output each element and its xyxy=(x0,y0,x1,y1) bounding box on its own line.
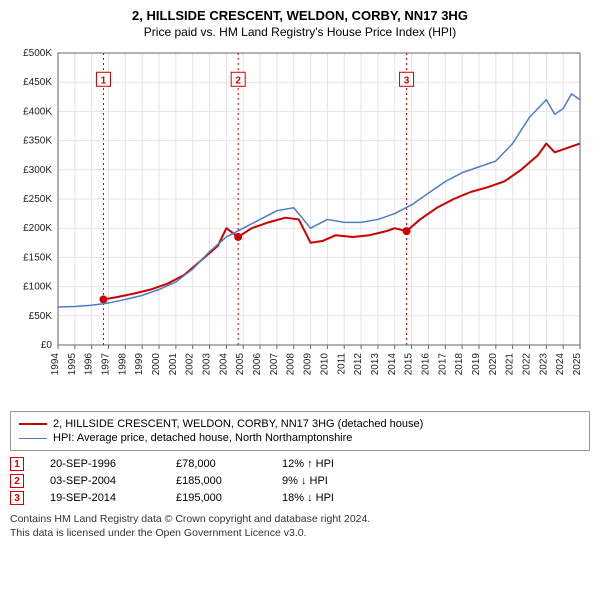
events-table: 1 20-SEP-1996 £78,000 12% ↑ HPI 2 03-SEP… xyxy=(10,457,590,505)
svg-text:£400K: £400K xyxy=(23,106,52,117)
svg-text:2014: 2014 xyxy=(387,353,398,376)
svg-text:1: 1 xyxy=(101,75,107,86)
svg-text:£100K: £100K xyxy=(23,282,52,293)
svg-text:2001: 2001 xyxy=(168,353,179,376)
event-delta: 9% ↓ HPI xyxy=(282,475,382,487)
legend-label: HPI: Average price, detached house, Nort… xyxy=(53,432,352,444)
legend-item: 2, HILLSIDE CRESCENT, WELDON, CORBY, NN1… xyxy=(19,418,581,430)
legend: 2, HILLSIDE CRESCENT, WELDON, CORBY, NN1… xyxy=(10,411,590,451)
svg-text:2013: 2013 xyxy=(370,353,381,376)
legend-swatch xyxy=(19,423,47,425)
svg-text:1996: 1996 xyxy=(84,353,95,376)
event-row: 1 20-SEP-1996 £78,000 12% ↑ HPI xyxy=(10,457,590,471)
svg-text:2000: 2000 xyxy=(151,353,162,376)
chart-svg: £0 £50K £100K £150K £200K £250K £300K £350K £400… xyxy=(10,45,590,405)
svg-text:2012: 2012 xyxy=(353,353,364,376)
event-date: 03-SEP-2004 xyxy=(50,475,150,487)
svg-text:2005: 2005 xyxy=(235,353,246,376)
event-row: 3 19-SEP-2014 £195,000 18% ↓ HPI xyxy=(10,491,590,505)
event-date: 19-SEP-2014 xyxy=(50,492,150,504)
svg-text:£250K: £250K xyxy=(23,194,52,205)
svg-text:2017: 2017 xyxy=(437,353,448,376)
svg-text:£150K: £150K xyxy=(23,252,52,263)
svg-text:1994: 1994 xyxy=(50,353,61,376)
event-badge: 2 xyxy=(10,474,24,488)
footer-line: This data is licensed under the Open Gov… xyxy=(10,527,590,541)
event-date: 20-SEP-1996 xyxy=(50,458,150,470)
event-delta: 18% ↓ HPI xyxy=(282,492,382,504)
svg-text:2021: 2021 xyxy=(505,353,516,376)
svg-text:1995: 1995 xyxy=(67,353,78,376)
svg-text:2002: 2002 xyxy=(185,353,196,376)
svg-text:2019: 2019 xyxy=(471,353,482,376)
event-badge: 1 xyxy=(10,457,24,471)
svg-text:3: 3 xyxy=(404,75,410,86)
svg-text:2015: 2015 xyxy=(404,353,415,376)
svg-text:£50K: £50K xyxy=(29,311,53,322)
chart-area: £0 £50K £100K £150K £200K £250K £300K £350K £400… xyxy=(10,45,590,405)
chart-subtitle: Price paid vs. HM Land Registry's House … xyxy=(10,25,590,39)
svg-text:£500K: £500K xyxy=(23,48,52,59)
svg-text:£350K: £350K xyxy=(23,136,52,147)
legend-swatch xyxy=(19,438,47,439)
svg-text:2018: 2018 xyxy=(454,353,465,376)
svg-text:2006: 2006 xyxy=(252,353,263,376)
event-price: £185,000 xyxy=(176,475,256,487)
svg-text:1999: 1999 xyxy=(134,353,145,376)
event-price: £78,000 xyxy=(176,458,256,470)
svg-text:2022: 2022 xyxy=(521,353,532,376)
svg-text:2020: 2020 xyxy=(488,353,499,376)
event-row: 2 03-SEP-2004 £185,000 9% ↓ HPI xyxy=(10,474,590,488)
svg-text:1998: 1998 xyxy=(117,353,128,376)
svg-text:2016: 2016 xyxy=(420,353,431,376)
svg-text:£300K: £300K xyxy=(23,165,52,176)
event-price: £195,000 xyxy=(176,492,256,504)
svg-text:2004: 2004 xyxy=(218,353,229,376)
chart-title: 2, HILLSIDE CRESCENT, WELDON, CORBY, NN1… xyxy=(10,8,590,23)
event-delta: 12% ↑ HPI xyxy=(282,458,382,470)
svg-text:£0: £0 xyxy=(41,340,53,351)
svg-text:2023: 2023 xyxy=(538,353,549,376)
svg-text:2025: 2025 xyxy=(572,353,583,376)
svg-text:2024: 2024 xyxy=(555,353,566,376)
svg-text:2009: 2009 xyxy=(303,353,314,376)
svg-text:2011: 2011 xyxy=(336,353,347,375)
svg-text:1997: 1997 xyxy=(101,353,112,376)
footer: Contains HM Land Registry data © Crown c… xyxy=(10,513,590,540)
svg-text:2007: 2007 xyxy=(269,353,280,376)
footer-line: Contains HM Land Registry data © Crown c… xyxy=(10,513,590,527)
svg-text:2010: 2010 xyxy=(319,353,330,376)
svg-text:£450K: £450K xyxy=(23,77,52,88)
event-badge: 3 xyxy=(10,491,24,505)
svg-text:2008: 2008 xyxy=(286,353,297,376)
legend-label: 2, HILLSIDE CRESCENT, WELDON, CORBY, NN1… xyxy=(53,418,423,430)
svg-text:2: 2 xyxy=(235,75,241,86)
chart-title-block: 2, HILLSIDE CRESCENT, WELDON, CORBY, NN1… xyxy=(10,8,590,39)
svg-text:£200K: £200K xyxy=(23,223,52,234)
legend-item: HPI: Average price, detached house, Nort… xyxy=(19,432,581,444)
svg-text:2003: 2003 xyxy=(202,353,213,376)
